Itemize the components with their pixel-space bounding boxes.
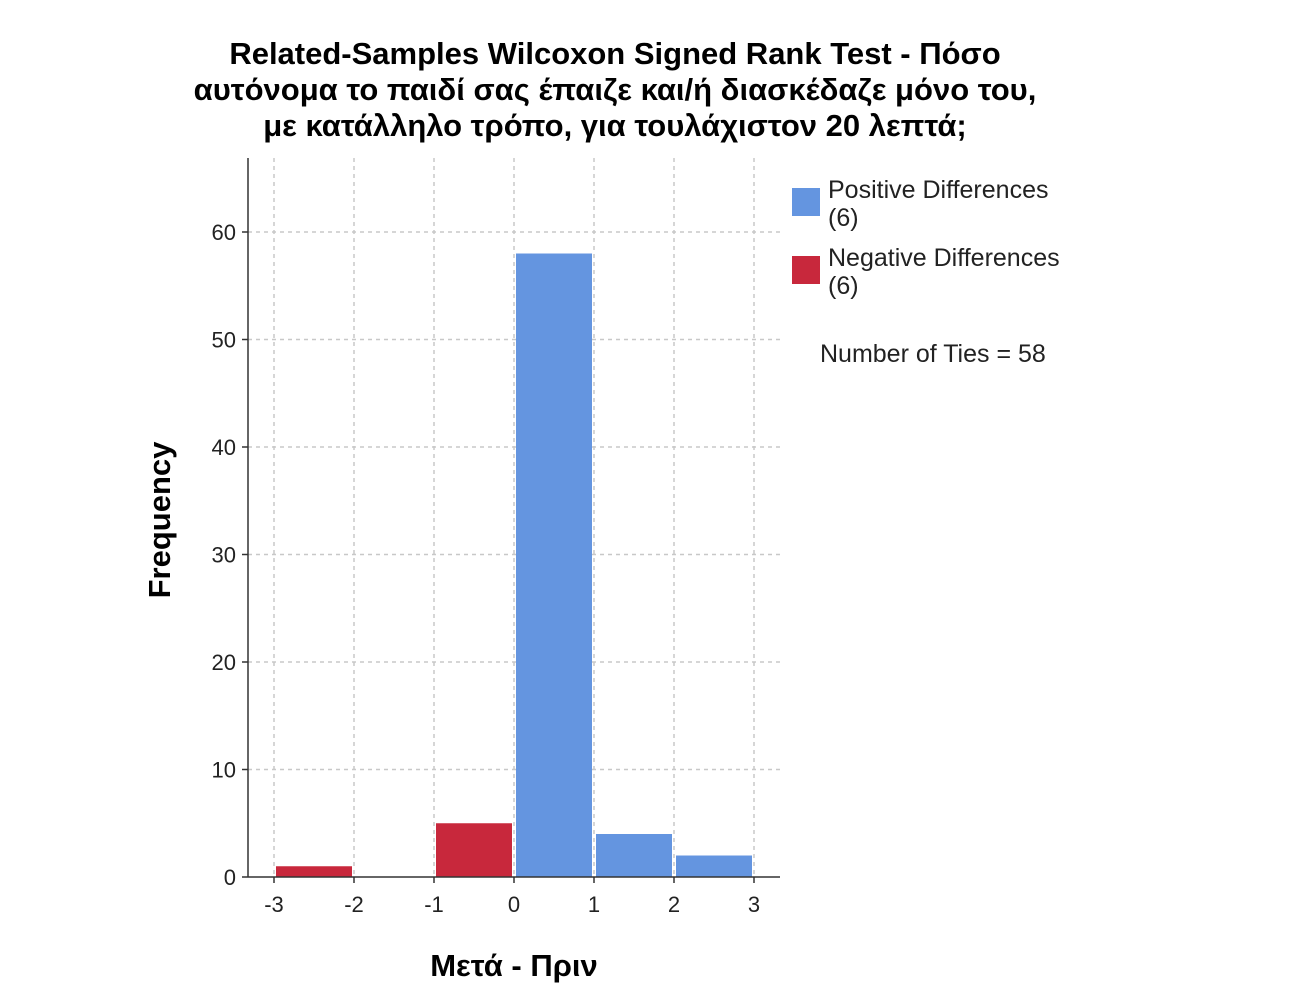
legend-name-negative: Negative Differences: [828, 244, 1060, 272]
legend-swatch-positive: [792, 188, 820, 216]
x-tick-label: 3: [748, 892, 760, 917]
y-axis-label: Frequency: [142, 441, 177, 599]
chart-title-line-3: με κατάλληλο τρόπο, για τουλάχιστον 20 λ…: [263, 108, 967, 143]
histogram-bar-positive: [596, 834, 672, 877]
x-tick-label: 1: [588, 892, 600, 917]
y-tick-label: 10: [212, 758, 236, 783]
ties-annotation: Number of Ties = 58: [820, 340, 1046, 368]
x-tick-label: 2: [668, 892, 680, 917]
y-tick-label: 20: [212, 650, 236, 675]
chart-title-line-2: αυτόνομα το παιδί σας έπαιζε και/ή διασκ…: [193, 72, 1037, 107]
legend-label-positive: Positive Differences (6): [828, 176, 1048, 232]
y-tick-label: 60: [212, 220, 236, 245]
x-tick-label: -1: [424, 892, 444, 917]
legend-count-negative: (6): [828, 272, 859, 300]
y-tick-label: 40: [212, 435, 236, 460]
y-tick-label: 50: [212, 328, 236, 353]
histogram-bar-negative: [436, 823, 512, 877]
x-tick-label: -3: [264, 892, 284, 917]
histogram-bar-negative: [276, 866, 352, 877]
y-tick-label: 0: [224, 865, 236, 890]
x-tick-label: 0: [508, 892, 520, 917]
legend-count-positive: (6): [828, 204, 859, 232]
y-axis-label-container: Frequency: [140, 420, 180, 620]
chart-title: Related-Samples Wilcoxon Signed Rank Tes…: [60, 36, 1170, 144]
x-axis-label: Μετά - Πριν: [430, 948, 598, 983]
legend-swatch-negative: [792, 256, 820, 284]
legend-label-negative: Negative Differences (6): [828, 244, 1060, 300]
x-tick-label: -2: [344, 892, 364, 917]
chart-title-line-1: Related-Samples Wilcoxon Signed Rank Tes…: [229, 36, 1001, 71]
legend-name-positive: Positive Differences: [828, 176, 1049, 204]
histogram-bar-positive: [516, 253, 592, 877]
y-tick-label: 30: [212, 543, 236, 568]
histogram-bar-positive: [676, 855, 752, 877]
